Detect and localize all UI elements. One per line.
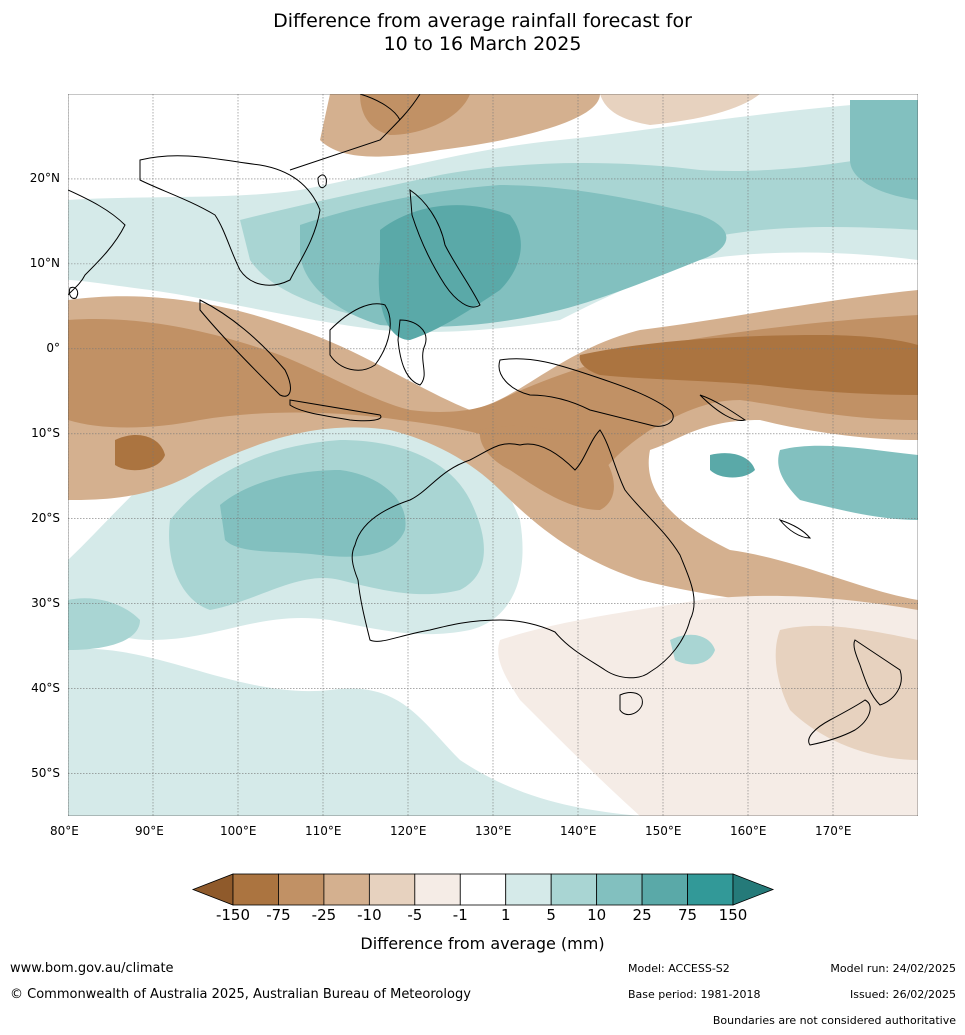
colorbar-min-arrow — [191, 873, 234, 906]
sumatra-outline — [199, 299, 291, 397]
lon-tick-label: 110°E — [305, 824, 342, 838]
lat-tick-label: 20°S — [31, 510, 60, 525]
model-run-text: Model run: 24/02/2025 — [830, 962, 956, 975]
base-period-text: Base period: 1981-2018 — [628, 988, 761, 1001]
lat-tick-label: 30°S — [31, 595, 60, 610]
colorbar-tick-label: -25 — [311, 906, 337, 924]
colorbar-tick-label: -1 — [452, 906, 468, 924]
nz-north-island-outline — [853, 639, 902, 706]
colorbar-tick-label: 10 — [587, 906, 607, 924]
lat-tick-label: 10°N — [29, 255, 60, 270]
sri-lanka-outline — [68, 286, 79, 299]
colorbar-swatch — [550, 873, 598, 906]
colorbar-swatch — [368, 873, 416, 906]
anomaly-region-south-teal — [68, 648, 640, 816]
colorbar-tick-label: -10 — [357, 906, 382, 924]
title-line-1: Difference from average rainfall forecas… — [273, 10, 692, 32]
colorbar-tick-label: 1 — [500, 906, 511, 924]
sulawesi-outline — [397, 319, 427, 386]
lon-tick-label: 90°E — [135, 824, 164, 838]
anomaly-region-tasman-teal — [670, 634, 715, 665]
lon-tick-label: 130°E — [475, 824, 512, 838]
borneo-outline — [329, 303, 391, 371]
colorbar-tick-label: 5 — [546, 906, 556, 924]
anomaly-region-pacific-brown — [600, 94, 760, 125]
colorbar-swatch — [596, 873, 643, 906]
colorbar-swatch — [323, 873, 370, 906]
japan-outline — [359, 94, 401, 121]
lon-tick-label: 170°E — [815, 824, 852, 838]
new-caledonia-outline — [778, 518, 812, 539]
solomon-islands-outline — [699, 394, 747, 422]
india-outline — [68, 189, 126, 296]
model-text: Model: ACCESS-S2 — [628, 962, 730, 975]
colorbar-title: Difference from average (mm) — [360, 934, 605, 953]
colorbar-swatch — [505, 873, 552, 906]
tasmania-outline — [619, 692, 643, 716]
anomaly-region-australia-north-brown — [479, 425, 614, 510]
taiwan-outline — [317, 174, 327, 189]
lon-tick-label: 120°E — [390, 824, 427, 838]
anomaly-region-indian-ocean-brown — [115, 435, 165, 471]
coastlines — [68, 94, 902, 746]
lat-tick-label: 50°S — [31, 765, 60, 780]
lat-tick-label: 20°N — [29, 170, 60, 185]
lon-tick-label: 100°E — [220, 824, 257, 838]
colorbar — [191, 873, 775, 906]
anomaly-region-nz-brown — [775, 625, 918, 760]
anomaly-region-coral-sea-teal-dark — [710, 453, 755, 478]
australia-outline — [351, 429, 695, 679]
disclaimer-text: Boundaries are not considered authoritat… — [712, 1014, 956, 1027]
indochina-outline — [139, 155, 321, 286]
anomaly-region-nw-pacific-teal — [850, 100, 918, 200]
philippines-outline — [409, 189, 481, 308]
lat-tick-label: 40°S — [31, 680, 60, 695]
china-coast-outline — [289, 94, 421, 171]
colorbar-tick-label: 75 — [677, 906, 698, 924]
map-title: Difference from average rainfall forecas… — [0, 10, 965, 56]
new-guinea-outline — [498, 358, 674, 427]
issued-text: Issued: 26/02/2025 — [849, 988, 956, 1001]
lon-tick-label: 80°E — [50, 824, 79, 838]
website-link[interactable]: www.bom.gov.au/climate — [10, 961, 174, 976]
nz-south-island-outline — [808, 699, 871, 746]
lon-tick-label: 150°E — [645, 824, 682, 838]
anomaly-region-china-brown-dark — [360, 94, 470, 135]
anomaly-fields — [68, 94, 918, 816]
graticule — [68, 94, 918, 816]
colorbar-tick-label: 25 — [632, 906, 652, 924]
colorbar-swatch — [687, 873, 734, 906]
colorbar-swatch — [278, 873, 325, 906]
lat-tick-label: 10°S — [31, 425, 60, 440]
colorbar-swatch — [459, 873, 507, 906]
anomaly-region-coral-sea-teal — [778, 445, 918, 520]
colorbar-swatch — [641, 873, 688, 906]
anomaly-region-west-ocean — [68, 598, 140, 650]
anomaly-region-equator-brown-dark — [579, 335, 918, 395]
lon-tick-label: 160°E — [730, 824, 767, 838]
java-outline — [289, 399, 382, 422]
colorbar-tick-label: -150 — [215, 906, 251, 924]
copyright-text: © Commonwealth of Australia 2025, Austra… — [10, 987, 471, 1002]
lat-tick-label: 0° — [46, 340, 60, 355]
colorbar-tick-label: 150 — [718, 906, 748, 924]
colorbar-tick-label: -5 — [407, 906, 423, 924]
colorbar-swatch — [232, 873, 279, 906]
lon-tick-label: 140°E — [560, 824, 597, 838]
map-area — [68, 94, 918, 816]
colorbar-tick-label: -75 — [266, 906, 291, 924]
colorbar-max-arrow — [732, 873, 775, 906]
anomaly-region-philippines-teal-darker — [378, 205, 521, 340]
colorbar-swatch — [414, 873, 461, 906]
title-line-2: 10 to 16 March 2025 — [383, 33, 582, 55]
